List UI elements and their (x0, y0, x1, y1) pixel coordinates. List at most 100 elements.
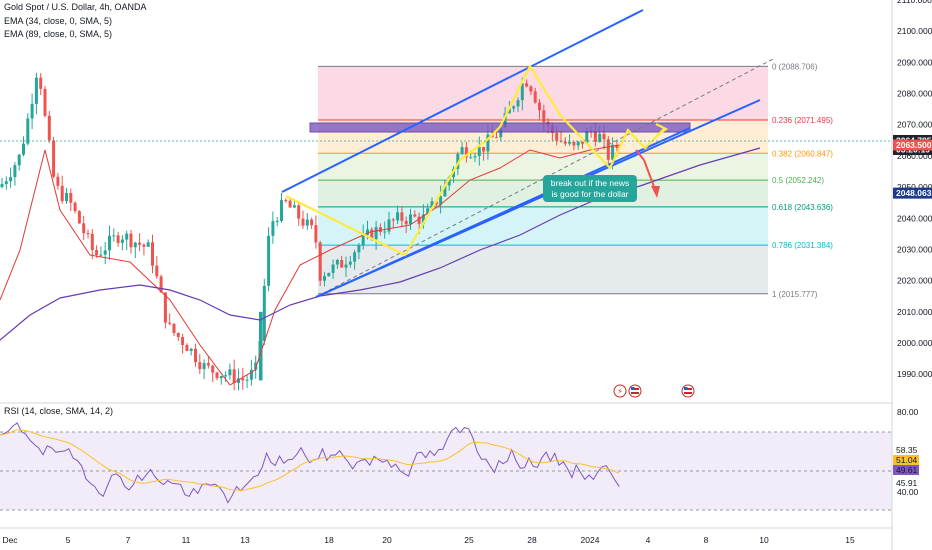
candle-body (529, 86, 533, 92)
candle-body (47, 115, 51, 141)
candle-body (176, 332, 180, 338)
candle-body (482, 147, 486, 152)
candle-body (602, 133, 606, 140)
time-tick-label: 8 (704, 535, 709, 545)
candle-body (593, 131, 597, 142)
time-tick-label: 10 (759, 535, 769, 545)
candle-body (219, 376, 223, 379)
candle-body (168, 322, 172, 324)
time-tick-label: 4 (646, 535, 651, 545)
candle-body (327, 272, 331, 277)
lightning-glyph-icon: ⚡ (617, 387, 623, 396)
candle-body (520, 83, 524, 101)
candle-body (413, 214, 417, 217)
candle-body (181, 337, 185, 345)
candle-body (538, 102, 541, 111)
candle-body (172, 323, 176, 333)
fib-level-label-3: 0.5 (2052.242) (772, 176, 824, 185)
candle-body (112, 235, 116, 237)
candle-body (581, 141, 584, 144)
time-tick-label: 13 (240, 535, 250, 545)
candle-body (52, 140, 56, 177)
candle-body (215, 372, 219, 379)
user-drawings[interactable] (281, 9, 776, 298)
ema34-legend[interactable]: EMA (34, close, 0, SMA, 5) (4, 16, 113, 26)
candle-body (103, 250, 107, 255)
candle-body (0, 184, 4, 188)
rsi-tick-label: 40.00 (897, 487, 919, 497)
fib-zone-2 (318, 153, 768, 181)
rsi-tag-label: 49.61 (896, 465, 918, 475)
candle-body (34, 77, 38, 104)
annotation-note[interactable]: break out if the news is good for the do… (543, 175, 637, 202)
price-tick-label: 2010.000 (897, 307, 932, 317)
time-tick-label: 15 (845, 535, 855, 545)
candle-body (43, 88, 47, 116)
candle-body (318, 242, 322, 281)
candle-body (439, 196, 443, 205)
candle-body (391, 219, 395, 221)
price-tag-label: 2063.500 (896, 140, 932, 150)
candle-body (598, 133, 602, 142)
candle-body (133, 242, 137, 248)
candle-body (271, 221, 275, 236)
time-tick-label: 28 (527, 535, 537, 545)
candle-body (9, 177, 13, 182)
rsi-legend[interactable]: RSI (14, close, SMA, 14, 2) (4, 406, 114, 416)
candle-body (202, 363, 206, 370)
candle-body (95, 250, 99, 256)
candle-body (568, 141, 572, 144)
fib-level-label-1: 0.236 (2071.495) (772, 116, 833, 125)
economic-event-icons[interactable]: ⚡ (613, 384, 695, 398)
fib-zone-4 (318, 206, 768, 246)
symbol-legend[interactable]: Gold Spot / U.S. Dollar, 4h, OANDA (4, 2, 147, 12)
candle-body (138, 242, 142, 245)
candle-body (323, 276, 326, 281)
ema89-legend[interactable]: EMA (89, close, 0, SMA, 5) (4, 29, 113, 39)
candle-body (237, 378, 240, 383)
rsi-tag-label: 51.04 (896, 455, 918, 465)
candle-body (159, 276, 163, 293)
candle-body (194, 348, 197, 363)
candle-body (576, 141, 580, 146)
candle-body (464, 147, 468, 158)
candle-body (288, 200, 292, 208)
candle-body (30, 103, 34, 119)
candle-body (396, 212, 400, 221)
candle-body (17, 154, 21, 166)
candle-body (99, 254, 103, 256)
candle-body (228, 369, 232, 376)
candle-body (301, 218, 305, 226)
candle-body (383, 231, 387, 233)
candle-body (563, 141, 567, 144)
candle-body (430, 201, 434, 209)
candle-body (73, 202, 77, 212)
time-tick-label: 20 (382, 535, 392, 545)
fib-level-label-0: 0 (2088.706) (772, 62, 818, 71)
candle-body (503, 113, 507, 128)
price-tick-label: 2080.000 (897, 89, 932, 99)
lightning-event-icon (613, 384, 627, 398)
ema34-line (0, 144, 621, 386)
candle-body (280, 200, 283, 222)
candle-body (512, 106, 516, 109)
candle-body (460, 147, 464, 155)
candle-body (249, 369, 253, 380)
impulse-candle-body (259, 311, 263, 381)
candle-body (232, 369, 236, 383)
candle-body (125, 233, 129, 240)
candle-body (39, 77, 43, 89)
candle-body (443, 185, 447, 197)
candle-body (456, 154, 460, 169)
price-tag-box (893, 187, 932, 199)
us-flag-event-icon (628, 384, 642, 398)
rsi-line (0, 422, 620, 504)
candle-body (86, 233, 90, 235)
candle-body (611, 144, 615, 160)
candle-body (421, 214, 425, 224)
channel-upper-line (281, 9, 644, 193)
candle-body (142, 244, 146, 247)
candle-body (60, 185, 64, 202)
